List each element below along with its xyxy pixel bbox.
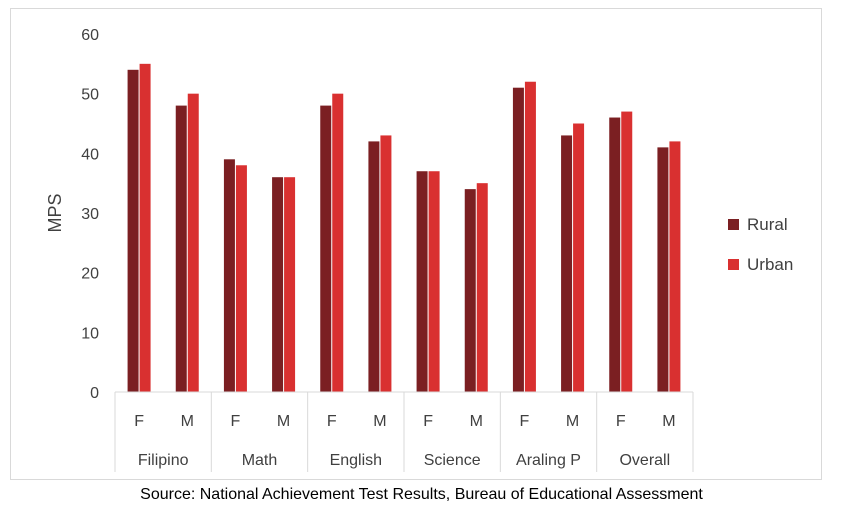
x-group-label: Science bbox=[424, 452, 481, 469]
x-group-label: Overall bbox=[619, 452, 670, 469]
y-tick-label: 60 bbox=[81, 27, 99, 44]
legend: Rural Urban bbox=[728, 215, 793, 274]
bar-rural bbox=[609, 117, 621, 392]
y-tick-label: 40 bbox=[81, 146, 99, 163]
bar-urban bbox=[476, 183, 488, 392]
x-subcategory-label: F bbox=[231, 413, 241, 430]
bar-rural bbox=[320, 105, 332, 392]
bar-urban bbox=[573, 123, 585, 392]
x-subcategory-label: F bbox=[327, 413, 337, 430]
bar-urban bbox=[669, 141, 681, 392]
x-subcategory-label: M bbox=[181, 413, 194, 430]
legend-swatch-urban bbox=[728, 259, 739, 270]
x-subcategory-label: F bbox=[134, 413, 144, 430]
bar-urban bbox=[428, 171, 440, 392]
x-subcategory-label: M bbox=[662, 413, 675, 430]
bar-urban bbox=[187, 93, 199, 393]
x-subcategory-label: F bbox=[423, 413, 433, 430]
y-tick-label: 50 bbox=[81, 87, 99, 104]
y-tick-label: 20 bbox=[81, 266, 99, 283]
bar-rural bbox=[416, 171, 428, 392]
x-group-label: Araling P bbox=[516, 452, 581, 469]
y-tick-label: 0 bbox=[90, 385, 99, 402]
y-axis: 0 10 20 30 40 50 60 bbox=[81, 27, 99, 402]
bar-rural bbox=[127, 69, 139, 393]
x-group-label: Filipino bbox=[138, 452, 189, 469]
bar-rural bbox=[368, 141, 380, 392]
x-subcategory-label: M bbox=[470, 413, 483, 430]
bar-rural bbox=[561, 135, 573, 392]
x-group-label: Math bbox=[242, 452, 278, 469]
bar-rural bbox=[223, 159, 235, 392]
bar-urban bbox=[621, 111, 633, 392]
x-subcategory-label: F bbox=[520, 413, 530, 430]
bars bbox=[127, 63, 681, 393]
bar-urban bbox=[235, 165, 247, 392]
x-subcategory-label: M bbox=[373, 413, 386, 430]
bar-rural bbox=[512, 87, 524, 392]
y-tick-label: 30 bbox=[81, 206, 99, 223]
bar-rural bbox=[175, 105, 187, 392]
legend-swatch-rural bbox=[728, 219, 739, 230]
x-axis: F M Filipino F M Math F M English F M Science F M Aral… bbox=[114, 391, 694, 472]
bar-urban bbox=[332, 93, 344, 393]
y-tick-label: 10 bbox=[81, 325, 99, 342]
x-subcategory-label: M bbox=[277, 413, 290, 430]
x-group-label: English bbox=[330, 452, 382, 469]
x-subcategory-label: F bbox=[616, 413, 626, 430]
bar-urban bbox=[139, 63, 151, 392]
source-note: Source: National Achievement Test Result… bbox=[140, 486, 703, 503]
legend-label-urban: Urban bbox=[747, 255, 793, 274]
bar-rural bbox=[657, 147, 669, 392]
legend-label-rural: Rural bbox=[747, 215, 788, 234]
x-subcategory-label: M bbox=[566, 413, 579, 430]
chart-frame: 0 10 20 30 40 50 60 F M Filipino F M Math F M English F… bbox=[10, 8, 822, 480]
bar-urban bbox=[284, 177, 296, 392]
bar-urban bbox=[524, 81, 536, 392]
bar-urban bbox=[380, 135, 392, 392]
bar-rural bbox=[272, 177, 284, 392]
bar-rural bbox=[464, 189, 476, 392]
y-axis-title: MPS bbox=[45, 193, 65, 232]
